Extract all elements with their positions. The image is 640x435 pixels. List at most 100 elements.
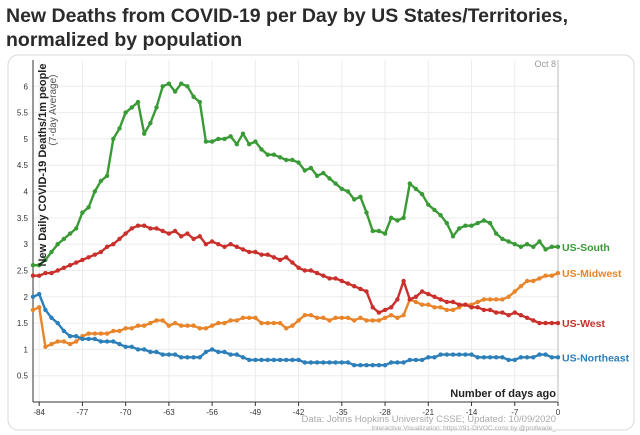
data-point [352, 363, 357, 368]
data-point [123, 326, 128, 331]
data-point [413, 294, 419, 299]
data-point [506, 239, 511, 244]
data-point [494, 297, 499, 302]
data-point [271, 357, 277, 363]
x-tick-label: -77 [77, 408, 89, 417]
data-point [222, 320, 227, 326]
data-point [339, 186, 344, 192]
data-point [444, 307, 449, 313]
data-point [308, 165, 314, 171]
series-us-northeast: US-Northeast [30, 291, 630, 368]
data-point [209, 323, 215, 328]
data-point [382, 307, 388, 313]
data-point [352, 284, 357, 289]
data-point [55, 268, 60, 273]
data-point [432, 305, 437, 310]
data-point [216, 242, 221, 247]
data-point [370, 318, 375, 323]
data-point [265, 357, 270, 363]
data-point [376, 228, 382, 234]
data-point [407, 297, 412, 302]
data-point [543, 352, 548, 357]
data-point [345, 281, 351, 286]
data-point [104, 331, 110, 336]
data-point [154, 226, 159, 231]
data-point [37, 263, 42, 268]
x-tick-label: -28 [379, 408, 391, 417]
data-point [382, 315, 388, 320]
data-point [327, 360, 332, 365]
data-point [191, 355, 196, 360]
data-point [240, 315, 246, 320]
data-point [259, 320, 264, 326]
data-point [74, 334, 79, 339]
y-axis-sublabel: (7-day Average) [48, 75, 59, 146]
data-point [302, 313, 307, 318]
data-point [389, 215, 394, 220]
data-point [463, 352, 468, 357]
data-point [531, 278, 536, 284]
data-point [358, 286, 363, 292]
data-point [512, 310, 517, 315]
data-point [148, 120, 153, 126]
y-tick-label: 0.5 [17, 372, 29, 381]
data-point [308, 313, 314, 318]
data-point [253, 249, 258, 255]
data-point [172, 320, 178, 326]
data-point [314, 270, 320, 276]
data-point [321, 273, 326, 278]
data-point [370, 305, 375, 310]
data-point [358, 363, 363, 368]
data-point [376, 363, 382, 368]
data-point [104, 244, 110, 249]
data-point [339, 360, 344, 365]
grid [33, 60, 559, 402]
data-point [191, 236, 196, 242]
data-point [92, 252, 98, 257]
data-point [333, 276, 338, 281]
data-point [395, 360, 400, 365]
data-point [92, 189, 98, 194]
data-point [247, 142, 252, 147]
data-point [98, 249, 104, 255]
data-point [481, 297, 487, 302]
data-point [228, 134, 233, 139]
data-point [247, 249, 252, 255]
data-point [49, 270, 54, 276]
data-point [537, 320, 542, 326]
data-point [277, 257, 283, 263]
data-point [401, 313, 406, 318]
chart-title-line-1: New Deaths from COVID-19 per Day by US S… [6, 5, 569, 27]
data-point [487, 355, 493, 360]
data-point [296, 265, 301, 270]
data-point [142, 347, 147, 352]
x-axis-label: Number of days ago [450, 388, 556, 400]
data-point [450, 234, 456, 239]
data-point [259, 147, 264, 152]
data-point [43, 257, 48, 263]
data-point [191, 94, 196, 100]
y-tick-label: 4.5 [17, 161, 29, 170]
chart-frame [7, 54, 635, 431]
data-point [123, 231, 128, 236]
data-point [148, 226, 153, 231]
data-point [166, 81, 172, 86]
data-point [389, 360, 394, 365]
data-point [160, 228, 165, 234]
data-point [531, 318, 536, 323]
data-point [240, 247, 246, 252]
series-label-us-west: US-West [562, 318, 605, 330]
data-point [247, 315, 252, 320]
data-point [61, 236, 67, 242]
series-label-us-midwest: US-Midwest [562, 268, 622, 280]
data-point [487, 220, 493, 226]
data-point [117, 126, 122, 131]
data-point [142, 131, 147, 136]
y-tick-label: 1 [24, 345, 29, 354]
data-point [444, 299, 449, 305]
data-point [494, 310, 499, 315]
data-point [49, 249, 54, 255]
data-point [209, 239, 215, 244]
y-tick-label: 3 [24, 240, 29, 249]
data-point [80, 336, 85, 342]
